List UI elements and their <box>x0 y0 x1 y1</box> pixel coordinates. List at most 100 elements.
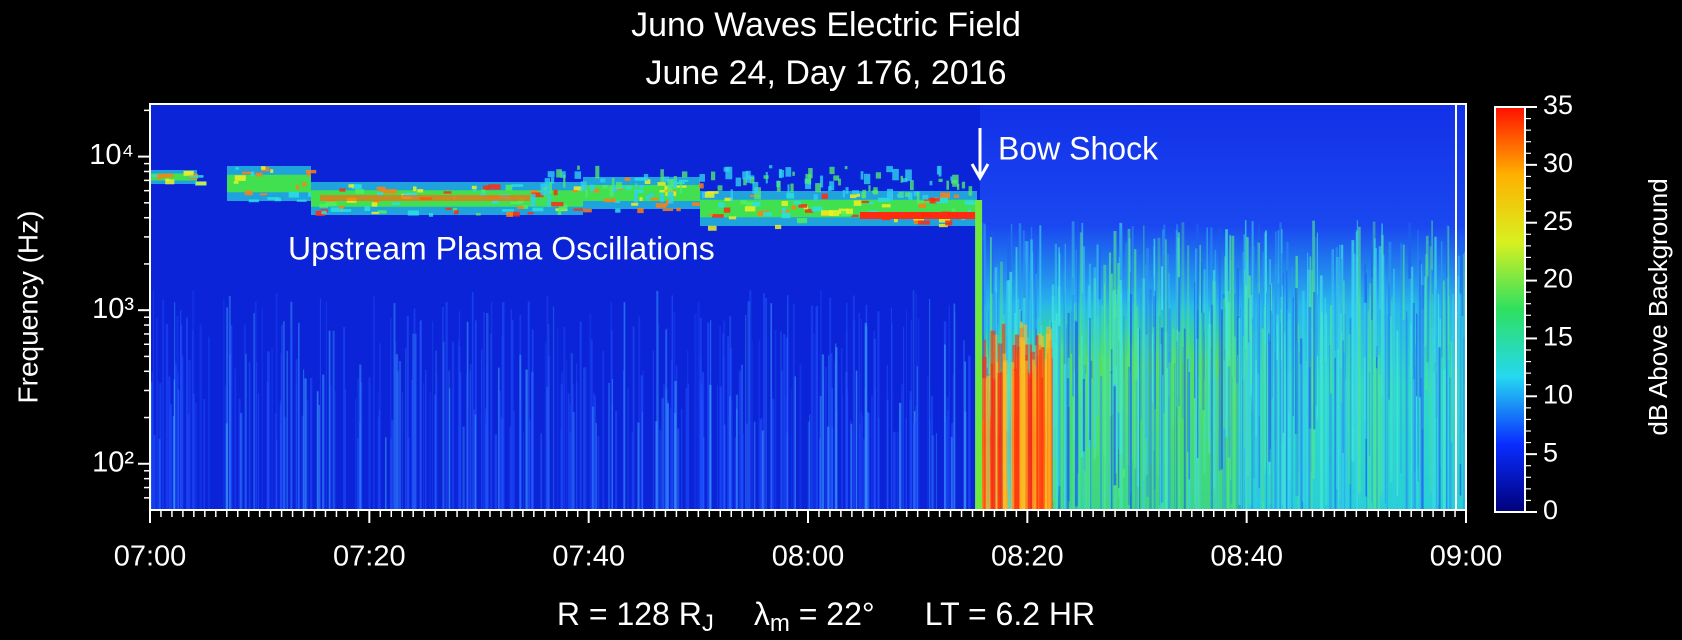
texture <box>321 211 326 214</box>
texture <box>348 184 353 187</box>
texture <box>822 194 828 199</box>
texture <box>679 180 688 182</box>
texture <box>234 181 239 184</box>
texture <box>657 182 665 186</box>
texture <box>699 183 704 188</box>
texture <box>808 168 812 178</box>
texture <box>585 190 587 198</box>
texture <box>235 175 246 181</box>
colorbar-tick-label: 15 <box>1543 322 1573 352</box>
texture <box>583 209 592 212</box>
x-tick-label: 09:00 <box>1430 541 1503 573</box>
texture <box>378 210 387 213</box>
texture <box>543 187 547 190</box>
texture <box>797 218 807 223</box>
texture <box>563 175 565 188</box>
texture <box>651 198 659 201</box>
texture <box>602 185 607 189</box>
texture <box>631 203 638 206</box>
footer-lambda: λ <box>754 596 770 632</box>
texture <box>454 210 459 214</box>
texture <box>791 206 796 210</box>
texture <box>413 186 417 191</box>
texture <box>718 185 723 190</box>
texture <box>702 192 705 198</box>
texture <box>861 171 864 179</box>
texture <box>922 195 928 200</box>
footer-lt: LT = 6.2 HR <box>925 596 1095 632</box>
texture <box>355 189 364 194</box>
texture <box>481 190 485 193</box>
texture <box>326 201 337 206</box>
x-tick-label: 07:00 <box>114 541 187 573</box>
texture <box>473 189 476 192</box>
texture <box>724 208 730 213</box>
texture <box>712 214 724 218</box>
texture <box>417 189 423 192</box>
texture <box>644 174 648 181</box>
texture <box>551 202 563 206</box>
texture <box>339 188 345 191</box>
texture <box>782 201 788 206</box>
texture <box>905 192 910 197</box>
chart-title: Juno Waves Electric Field <box>631 6 1021 44</box>
texture <box>408 211 419 216</box>
texture <box>845 187 848 194</box>
x-tick-label: 08:40 <box>1210 541 1283 573</box>
colorbar-label: dB Above Background <box>1643 178 1673 435</box>
texture <box>829 167 834 174</box>
texture <box>444 191 452 193</box>
texture <box>954 195 959 198</box>
texture <box>429 213 433 217</box>
texture <box>385 189 397 193</box>
colorbar-tick-label: 25 <box>1543 206 1573 236</box>
texture <box>667 179 673 187</box>
texture <box>779 170 784 177</box>
texture <box>752 202 760 207</box>
texture <box>261 166 265 170</box>
band <box>975 200 982 510</box>
texture <box>777 181 781 192</box>
texture <box>659 190 664 192</box>
texture <box>692 202 700 206</box>
footer-r-sub: J <box>702 610 714 637</box>
texture <box>640 197 643 201</box>
x-tick-label: 08:20 <box>991 541 1064 573</box>
texture <box>549 182 551 194</box>
texture <box>446 208 452 210</box>
texture <box>341 209 351 212</box>
texture <box>548 171 555 177</box>
texture <box>846 209 853 214</box>
texture <box>668 192 673 203</box>
texture <box>950 176 952 180</box>
colorbar <box>1495 107 1525 512</box>
texture <box>613 185 615 193</box>
colorbar-tick-label: 30 <box>1543 148 1573 178</box>
texture <box>905 169 912 180</box>
texture <box>930 198 939 202</box>
texture <box>680 182 682 193</box>
colorbar-tick-label: 35 <box>1543 90 1573 120</box>
texture <box>663 208 674 211</box>
texture <box>769 165 772 168</box>
texture <box>736 178 741 187</box>
texture <box>307 172 310 177</box>
texture <box>270 169 273 173</box>
texture <box>724 167 730 172</box>
texture <box>930 181 933 185</box>
texture <box>532 208 543 212</box>
texture <box>897 194 903 197</box>
texture <box>775 225 781 229</box>
texture <box>251 172 254 176</box>
texture <box>625 186 631 189</box>
texture <box>297 200 307 202</box>
band <box>320 195 530 201</box>
colorbar-tick-label: 5 <box>1543 437 1558 467</box>
texture <box>635 183 637 189</box>
texture <box>843 190 845 197</box>
texture <box>511 202 522 205</box>
texture <box>794 201 801 205</box>
texture <box>472 186 477 189</box>
texture <box>483 185 489 190</box>
texture <box>962 182 965 189</box>
